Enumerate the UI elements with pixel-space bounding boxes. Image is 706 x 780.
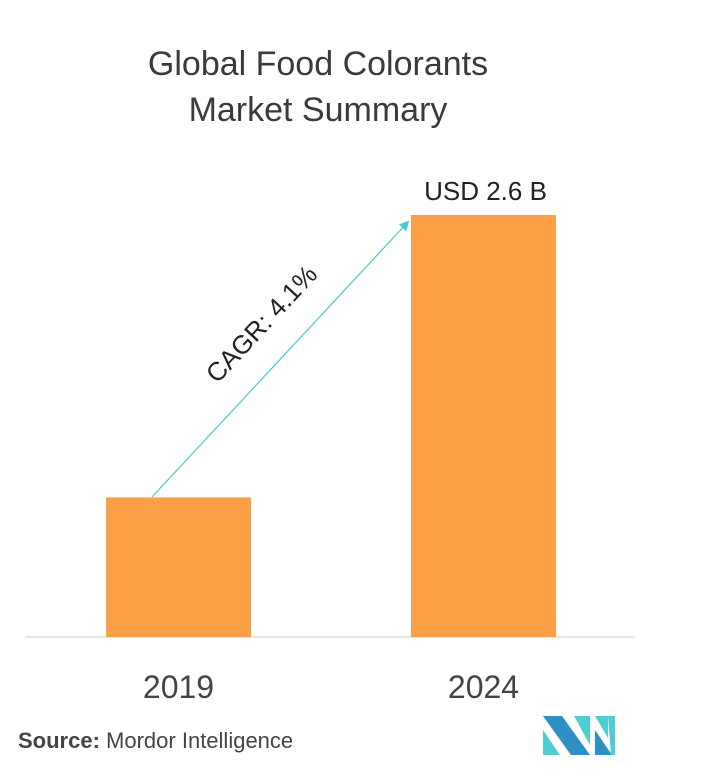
cagr-arrow bbox=[151, 220, 410, 498]
bar-2019 bbox=[106, 497, 251, 637]
x-tick-label: 2019 bbox=[143, 669, 214, 705]
source-label: Source: bbox=[18, 728, 100, 753]
mordor-logo bbox=[543, 716, 615, 755]
source-note: Source: Mordor Intelligence bbox=[18, 728, 293, 754]
chart-title-line1: Global Food Colorants bbox=[147, 45, 489, 83]
cagr-annotation: CAGR: 4.1% bbox=[200, 259, 323, 388]
bar-2024 bbox=[411, 215, 556, 637]
chart-title-line2: Market Summary bbox=[188, 91, 448, 129]
x-tick-label: 2024 bbox=[448, 669, 519, 705]
data-label: USD 2.6 B bbox=[424, 176, 547, 206]
source-value: Mordor Intelligence bbox=[106, 728, 294, 753]
